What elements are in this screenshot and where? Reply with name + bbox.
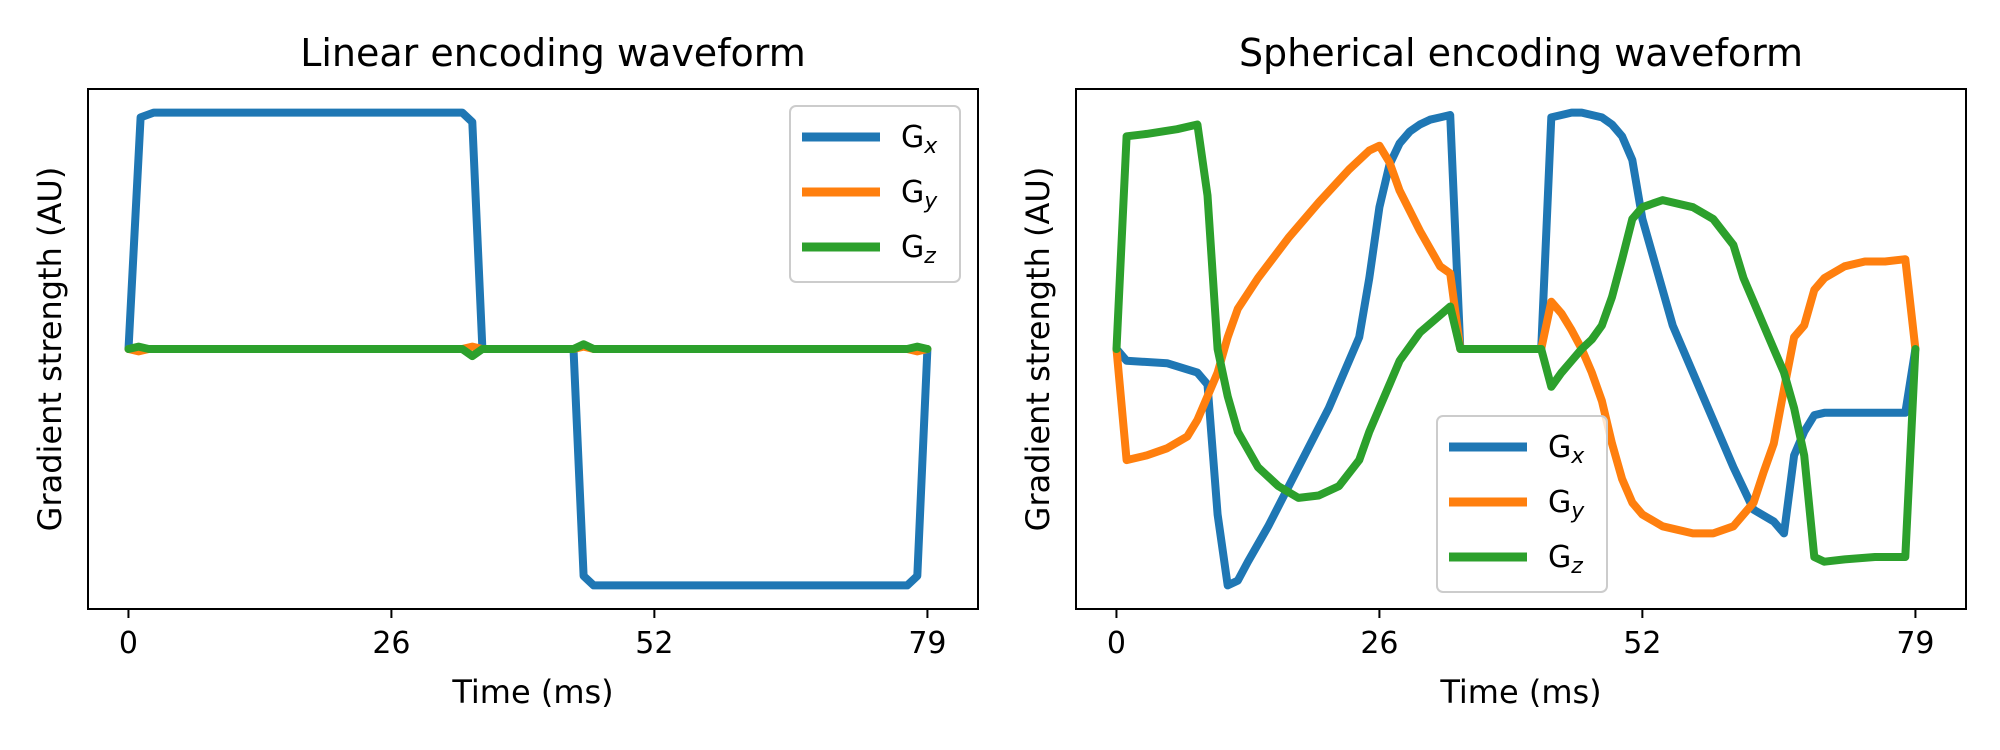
right-x-tick-label: 52	[1623, 626, 1661, 661]
right-legend-entry-gz: Gz	[1449, 540, 1583, 579]
left-x-tick-label: 79	[908, 626, 946, 661]
right-y-axis-label: Gradient strength (AU)	[1019, 167, 1057, 532]
left-series-line-gz	[124, 340, 932, 361]
left-chart: Linear encoding waveform 0 26 52 79 Time (m…	[31, 31, 979, 711]
left-legend-entry-gx: Gx	[802, 120, 938, 159]
right-series-line-gz	[1112, 120, 1920, 566]
left-x-tick-label: 52	[635, 626, 673, 661]
right-chart-title: Spherical encoding waveform	[1239, 31, 1803, 75]
left-legend-label-gy: Gy	[901, 175, 938, 214]
left-legend-label-gz: Gz	[901, 230, 936, 269]
left-y-axis-label: Gradient strength (AU)	[31, 167, 69, 532]
right-x-tick-label: 26	[1360, 626, 1398, 661]
right-legend-entry-gy: Gy	[1449, 485, 1585, 524]
right-chart: Spherical encoding waveform 0 26 52 79 Time…	[1019, 31, 1967, 711]
left-plot-area	[124, 108, 932, 590]
left-chart-title: Linear encoding waveform	[300, 31, 806, 75]
right-legend-label-gx: Gx	[1548, 430, 1585, 469]
right-x-axis-ticks: 0 26 52 79	[1107, 609, 1935, 661]
right-legend: Gx Gy Gz	[1436, 415, 1608, 593]
right-legend-entry-gx: Gx	[1449, 430, 1585, 469]
right-legend-label-gz: Gz	[1548, 540, 1583, 579]
left-legend-entry-gz: Gz	[802, 230, 936, 269]
left-x-axis-label: Time (ms)	[451, 673, 613, 711]
right-plot-area	[1112, 108, 1920, 590]
left-x-tick-label: 26	[372, 626, 410, 661]
left-x-tick-label: 0	[119, 626, 138, 661]
left-legend-label-gx: Gx	[901, 120, 938, 159]
left-plot-frame	[87, 88, 979, 610]
right-series-line-gy	[1112, 141, 1920, 538]
right-x-axis-label: Time (ms)	[1439, 673, 1601, 711]
right-legend-label-gy: Gy	[1548, 485, 1585, 524]
left-legend-entry-gy: Gy	[802, 175, 938, 214]
right-x-tick-label: 79	[1896, 626, 1934, 661]
right-x-tick-label: 0	[1107, 626, 1126, 661]
right-plot-frame	[1075, 88, 1967, 610]
left-legend: Gx Gy Gz	[789, 105, 961, 283]
left-x-axis-ticks: 0 26 52 79	[119, 609, 947, 661]
